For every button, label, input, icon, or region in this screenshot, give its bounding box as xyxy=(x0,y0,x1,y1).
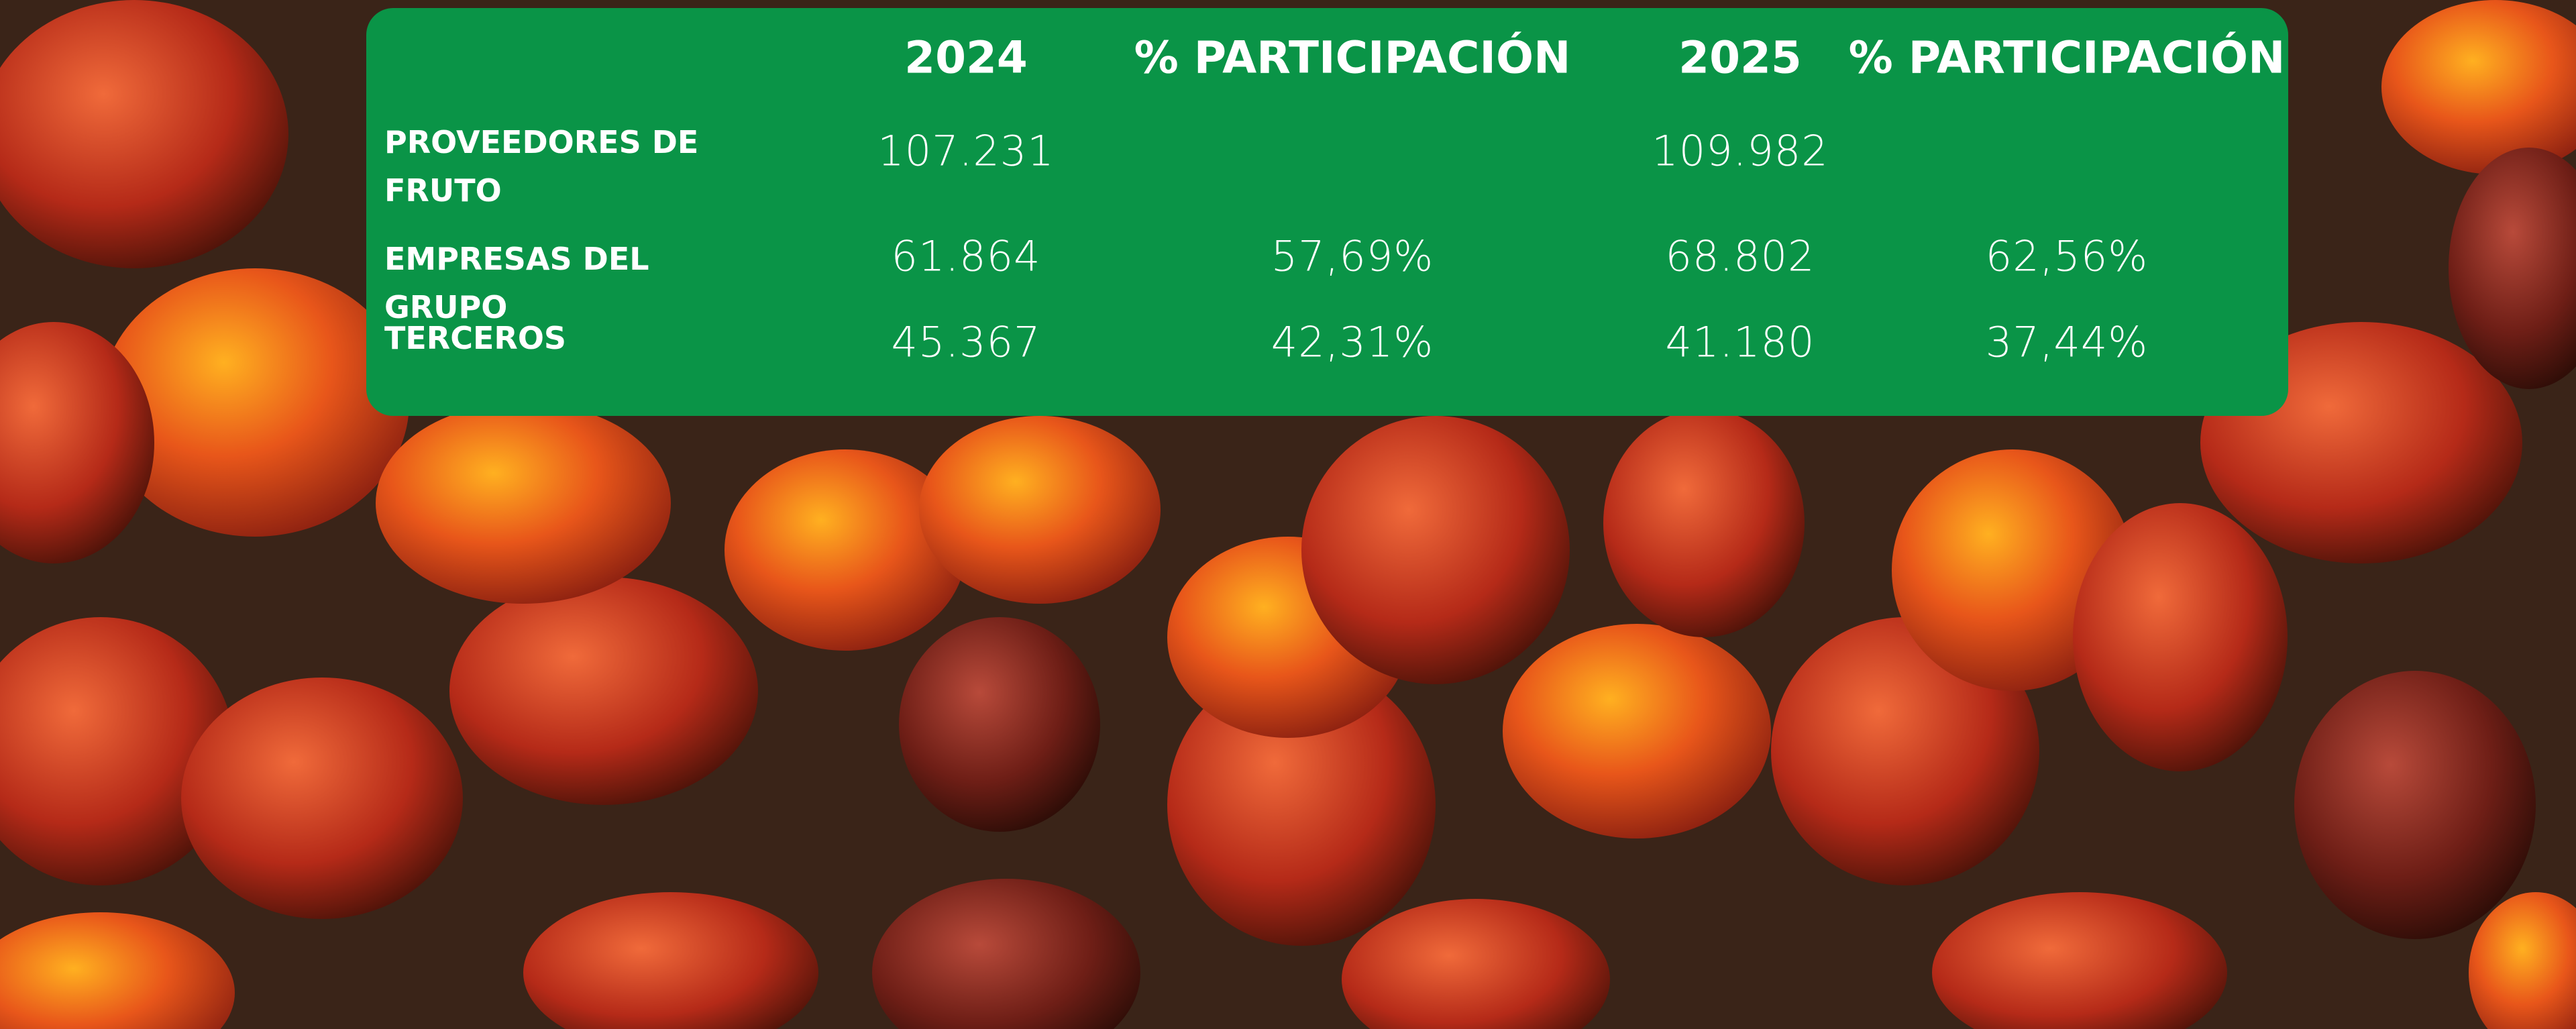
cell-value: 68.802 xyxy=(1666,232,1815,281)
cell-value: 57,69% xyxy=(1271,232,1434,281)
cell-value: 37,44% xyxy=(1986,318,2148,367)
row-label: TERCEROS xyxy=(384,314,733,362)
cell-value: 45.367 xyxy=(892,318,1041,367)
cell-value: 109.982 xyxy=(1652,127,1828,176)
cell-value: 61.864 xyxy=(892,232,1041,281)
column-header: % PARTICIPACIÓN xyxy=(1134,32,1571,84)
column-header: 2024 xyxy=(904,32,1028,84)
cell-value: 41.180 xyxy=(1666,318,1815,367)
column-header: % PARTICIPACIÓN xyxy=(1849,32,2286,84)
cell-value: 42,31% xyxy=(1271,318,1434,367)
row-label: PROVEEDORES DE FRUTO xyxy=(384,118,733,215)
cell-value: 62,56% xyxy=(1986,232,2148,281)
page: (() => { const data = JSON.parse(documen… xyxy=(0,0,2576,1029)
cell-value: 107.231 xyxy=(877,127,1054,176)
column-header: 2025 xyxy=(1678,32,1802,84)
